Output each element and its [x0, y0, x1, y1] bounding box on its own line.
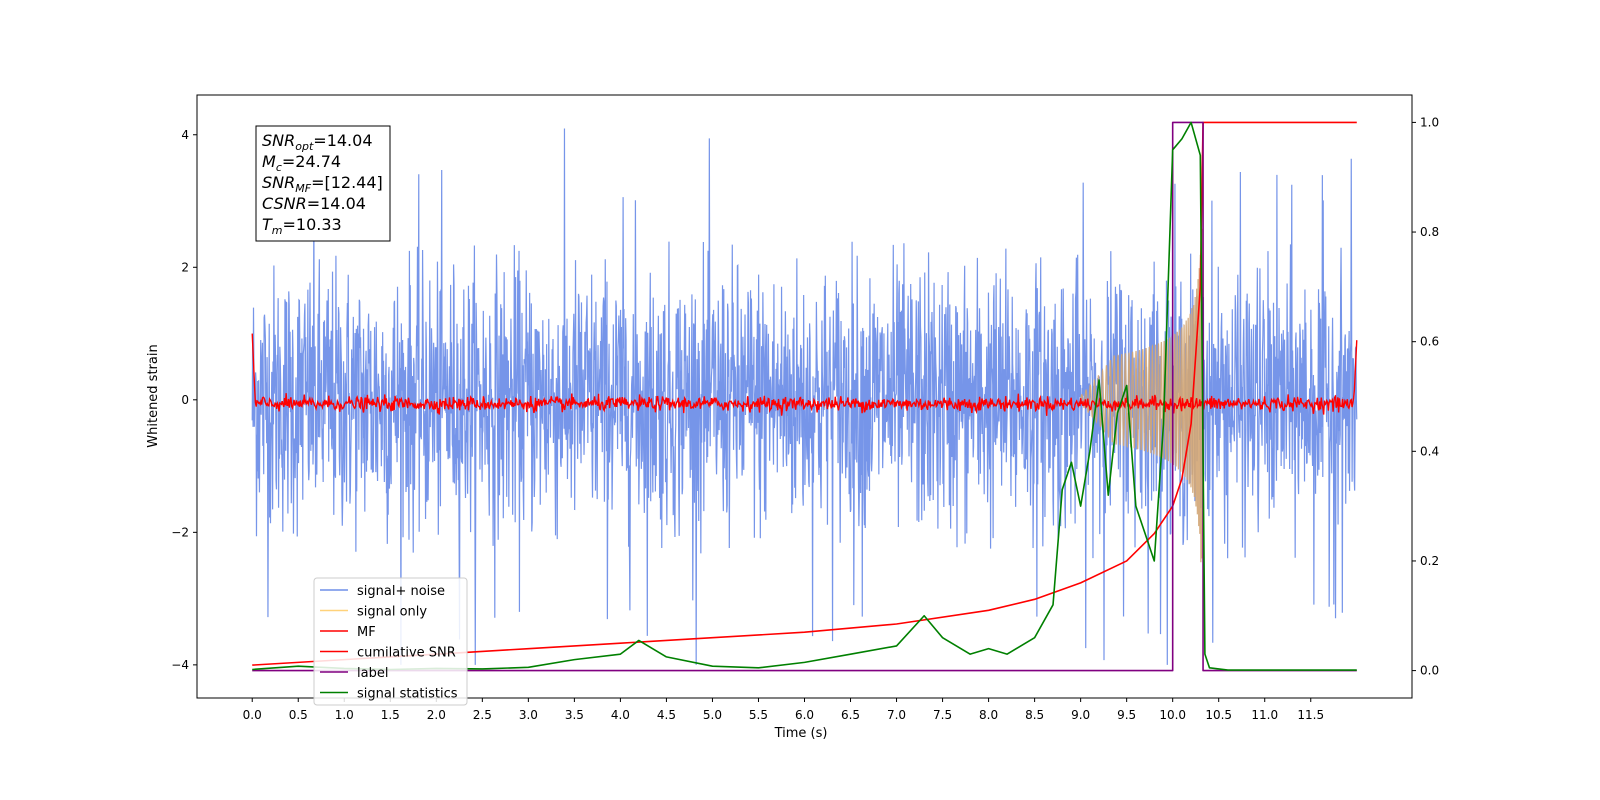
- legend-frame: [313, 577, 468, 706]
- y-tick-label-right: 0.4: [1420, 444, 1439, 458]
- x-tick-label: 6.5: [841, 708, 860, 722]
- annotation-line: SNRopt=14.04: [262, 131, 373, 153]
- y-tick-label-left: 2: [181, 260, 189, 274]
- x-tick-label: 2.5: [473, 708, 492, 722]
- annotation-box: SNRopt=14.04Mc=24.74SNRMF=[12.44]CSNR=14…: [255, 125, 391, 242]
- series-signal-statistics: [252, 121, 1357, 671]
- x-tick-label: 5.5: [749, 708, 768, 722]
- y-tick-label-right: 1.0: [1420, 115, 1439, 129]
- x-tick-label: 4.5: [657, 708, 676, 722]
- x-tick-label: 1.5: [381, 708, 400, 722]
- y-tick-label-left: 0: [181, 393, 189, 407]
- series-layer: [251, 121, 1358, 672]
- y-axis-label: Whitened strain: [146, 344, 161, 447]
- y-tick-label-right: 0.2: [1420, 554, 1439, 568]
- x-tick-label: 7.0: [887, 708, 906, 722]
- annotation-line: SNRMF=[12.44]: [262, 173, 383, 195]
- x-tick-label: 8.0: [979, 708, 998, 722]
- x-tick-label: 8.5: [1025, 708, 1044, 722]
- x-tick-label: 0.5: [289, 708, 308, 722]
- y-tick-label-right: 0.8: [1420, 225, 1439, 239]
- y-tick-label-right: 0.0: [1420, 664, 1439, 678]
- series-label: [252, 121, 1357, 672]
- x-tick-label: 11.0: [1251, 708, 1278, 722]
- x-tick-label: 6.0: [795, 708, 814, 722]
- annotation-frame: [255, 125, 391, 242]
- annotation-line: Mc=24.74: [262, 152, 341, 174]
- x-tick-label: 11.5: [1297, 708, 1324, 722]
- legend-label: signal only: [357, 605, 427, 620]
- x-tick-label: 2.0: [427, 708, 446, 722]
- annotation-line: Tm=10.33: [262, 215, 342, 237]
- x-tick-label: 9.5: [1117, 708, 1136, 722]
- y-tick-label-right: 0.6: [1420, 335, 1439, 349]
- legend: signal+ noise signal only MF cumilative SNR…: [313, 577, 468, 706]
- legend-label: signal statistics: [357, 687, 458, 702]
- x-tick-label: 0.0: [243, 708, 262, 722]
- x-tick-label: 3.5: [565, 708, 584, 722]
- annotation-line: CSNR=14.04: [262, 194, 366, 213]
- x-tick-label: 9.0: [1071, 708, 1090, 722]
- y-tick-label-left: −4: [171, 658, 189, 672]
- x-axis: 0.0 0.5 1.0 1.5 2.0 2.5 3.0 3.5 4.0 4.5 5.0 5.5 6.0 6…: [243, 698, 1324, 722]
- x-tick-label: 10.0: [1159, 708, 1186, 722]
- x-tick-label: 7.5: [933, 708, 952, 722]
- y-axis-right: 1.0 0.8 0.6 0.4 0.2 0.0: [1412, 115, 1439, 678]
- series-cumilative-snr: [252, 121, 1357, 666]
- legend-label: signal+ noise: [357, 584, 445, 599]
- y-tick-label-left: −2: [171, 525, 189, 539]
- y-tick-label-left: 4: [181, 128, 189, 142]
- x-tick-label: 1.0: [335, 708, 354, 722]
- legend-label: cumilative SNR: [357, 646, 456, 661]
- x-tick-label: 4.0: [611, 708, 630, 722]
- x-axis-label: Time (s): [774, 726, 828, 741]
- y-axis-left: 4 2 0 −2 −4: [171, 128, 197, 672]
- x-tick-label: 3.0: [519, 708, 538, 722]
- series-signal-only: [1080, 228, 1204, 563]
- legend-label: label: [357, 666, 388, 681]
- x-tick-label: 5.0: [703, 708, 722, 722]
- x-tick-label: 10.5: [1205, 708, 1232, 722]
- legend-label: MF: [357, 625, 376, 640]
